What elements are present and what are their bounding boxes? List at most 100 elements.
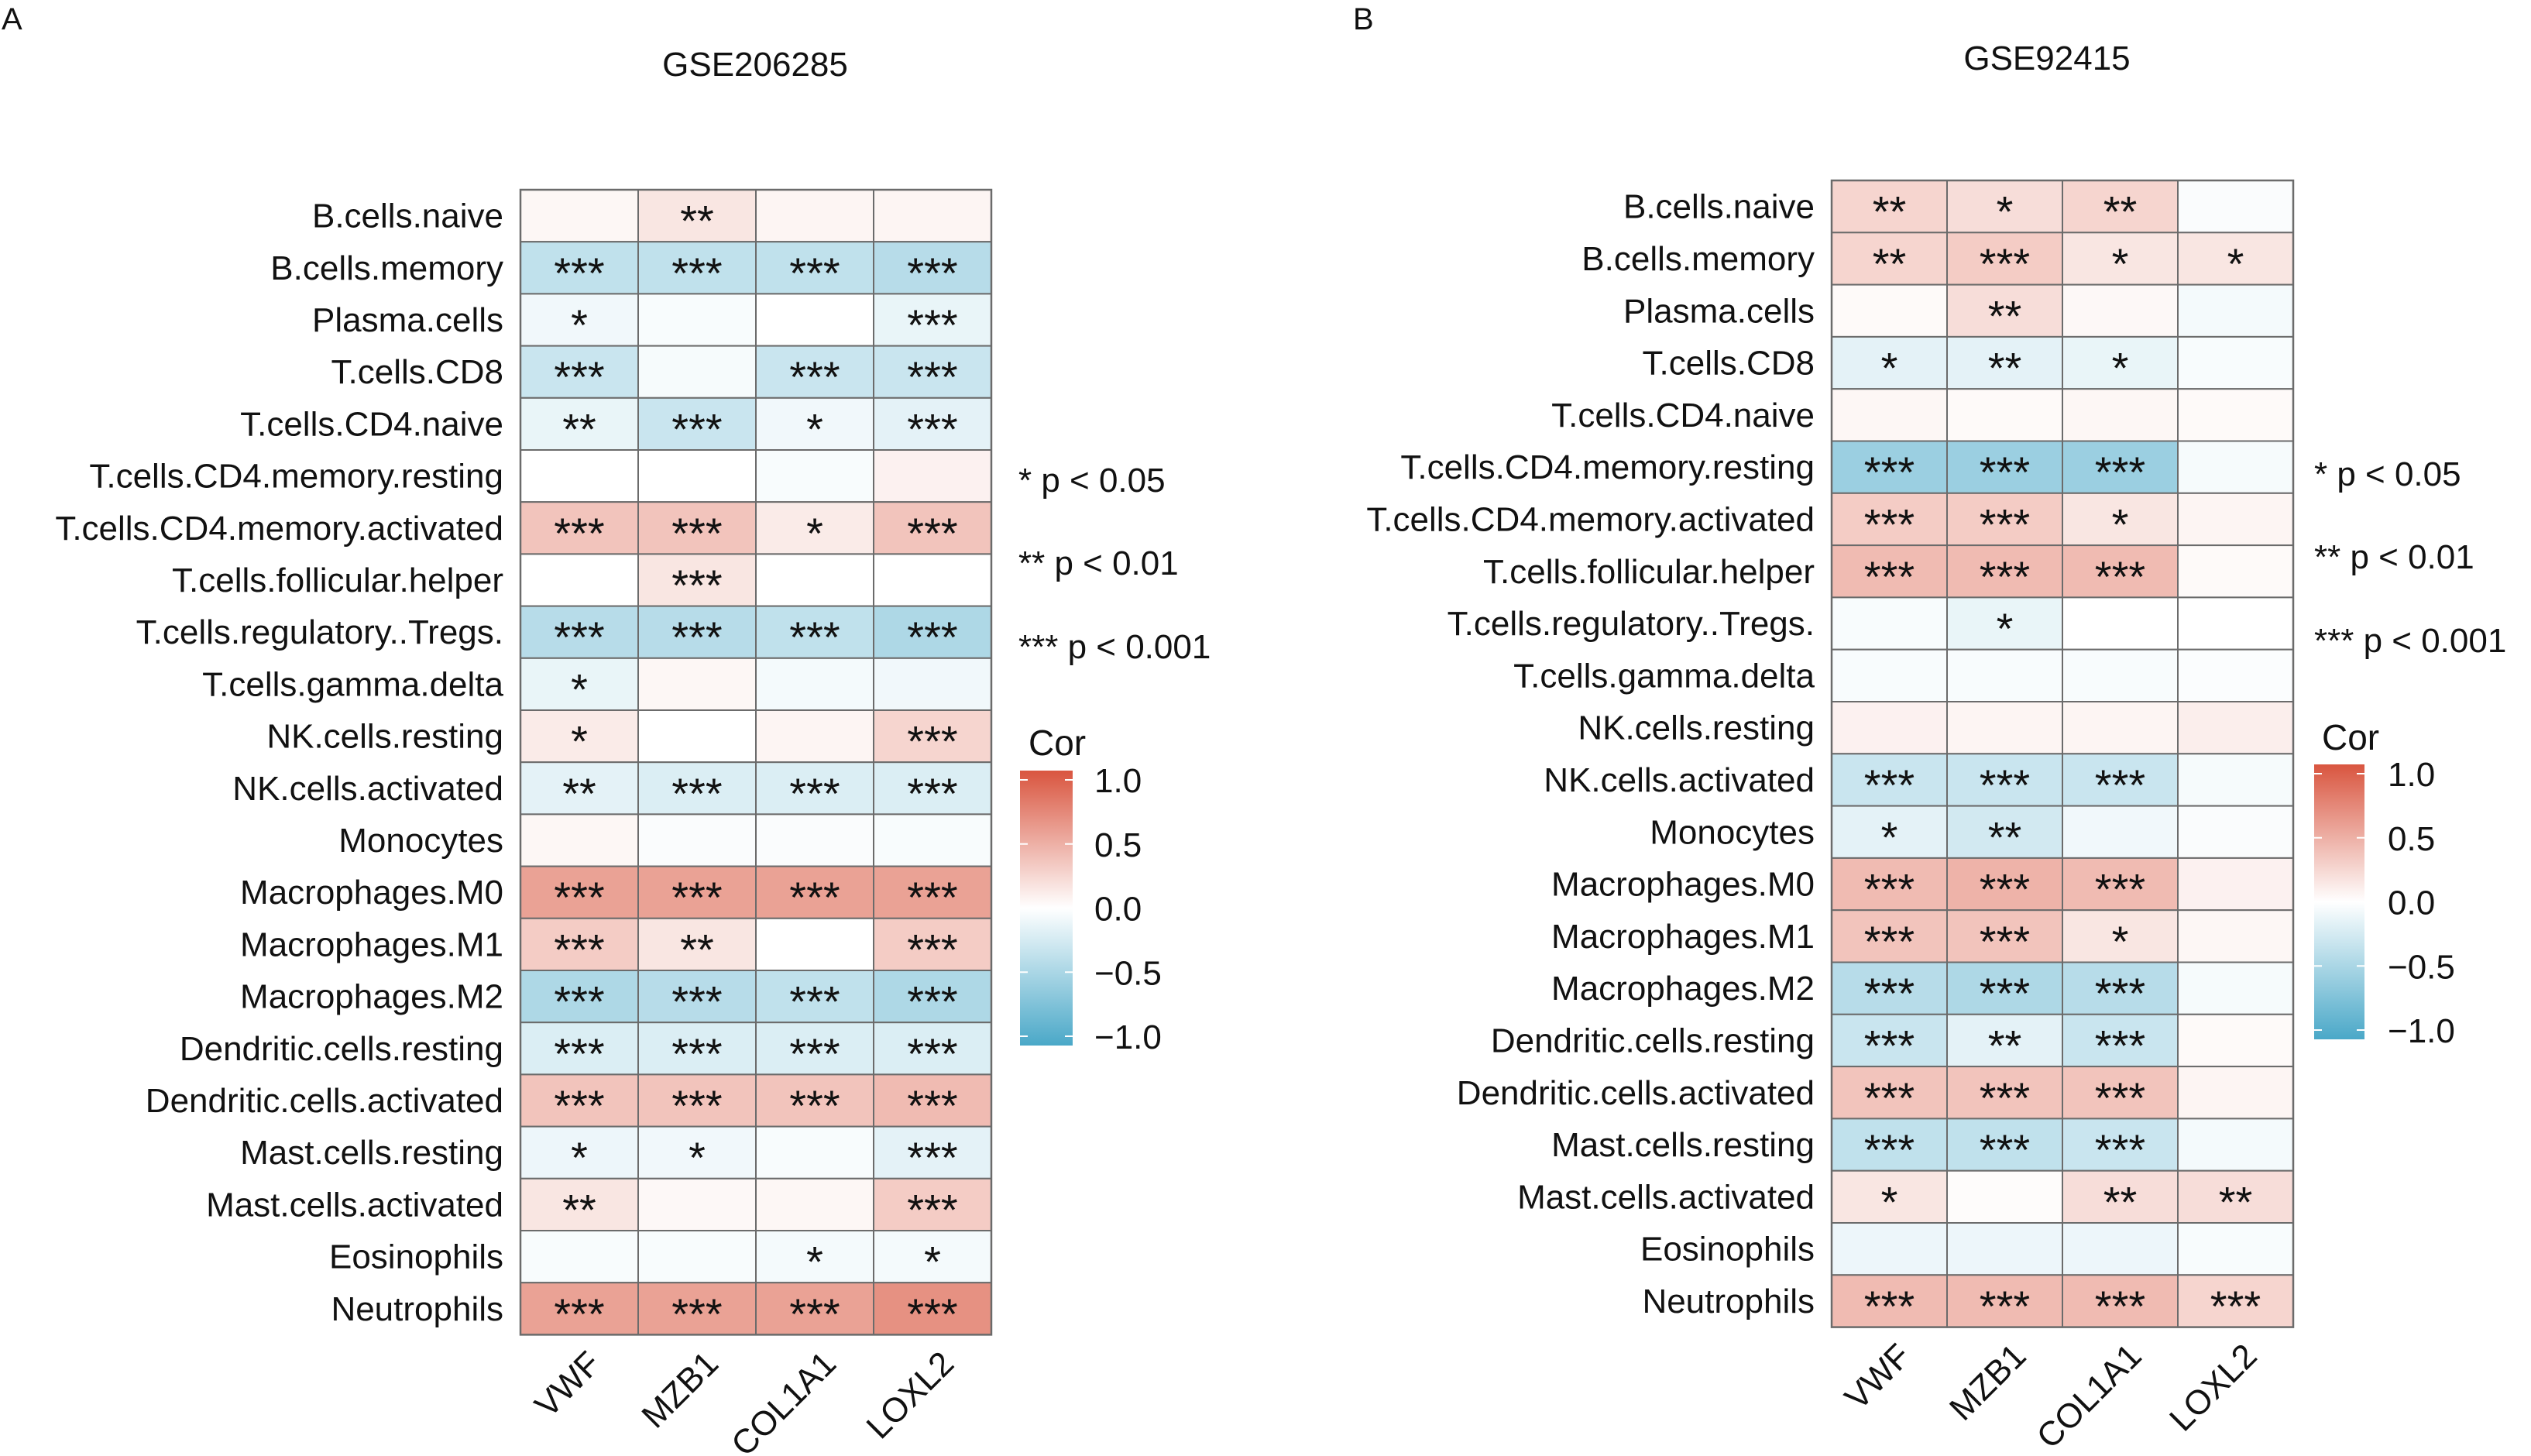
significance-mark: *** xyxy=(554,352,604,401)
row-label: Macrophages.M2 xyxy=(1551,970,1815,1008)
column-label: COL1A1 xyxy=(724,1344,843,1456)
heatmap-cell xyxy=(755,970,874,1024)
significance-mark: *** xyxy=(2210,1282,2261,1331)
heatmap-cell xyxy=(637,970,757,1024)
significance-mark: ** xyxy=(562,1185,596,1234)
heatmap-cell xyxy=(637,553,757,607)
significance-mark: *** xyxy=(2095,552,2145,601)
significance-mark: *** xyxy=(2095,1282,2145,1331)
significance-mark: *** xyxy=(554,1081,604,1130)
heatmap-cell xyxy=(2062,805,2179,859)
significance-mark: *** xyxy=(2095,1073,2145,1122)
heatmap-cell xyxy=(2177,492,2294,547)
heatmap-cell xyxy=(2062,180,2179,234)
heatmap-cell xyxy=(637,605,757,659)
significance-mark: *** xyxy=(554,1289,604,1338)
significance-mark: *** xyxy=(789,1029,840,1078)
row-label: Mast.cells.activated xyxy=(1517,1178,1815,1216)
significance-mark: *** xyxy=(907,769,957,818)
row-label: Neutrophils xyxy=(1642,1283,1815,1320)
heatmap-cell xyxy=(2062,1222,2179,1276)
heatmap-cell xyxy=(520,553,639,607)
heatmap-cell xyxy=(2177,805,2294,859)
heatmap-cell xyxy=(2177,283,2294,338)
heatmap-cell xyxy=(2177,961,2294,1015)
significance-mark: * xyxy=(806,509,823,558)
row-label: Plasma.cells xyxy=(1623,292,1815,330)
heatmap-border xyxy=(1830,179,2295,1328)
heatmap-cell xyxy=(2062,701,2179,755)
significance-mark: * xyxy=(924,1238,941,1286)
significance-mark: *** xyxy=(907,249,957,297)
significance-mark: *** xyxy=(907,613,957,661)
significance-mark: *** xyxy=(554,925,604,974)
heatmap-cell xyxy=(755,1230,874,1284)
significance-mark: * xyxy=(1997,604,2014,653)
heatmap-cell xyxy=(1831,180,1948,234)
row-label: T.cells.CD4.naive xyxy=(240,405,503,443)
column-label: VWF xyxy=(1838,1337,1918,1417)
row-label: Macrophages.M1 xyxy=(1551,918,1815,956)
heatmap-cell xyxy=(1946,1066,2063,1120)
heatmap-cell xyxy=(1831,1222,1948,1276)
heatmap-cell xyxy=(637,241,757,295)
significance-mark: * xyxy=(571,1133,588,1182)
heatmap-cell xyxy=(1831,961,1948,1015)
heatmap-cell xyxy=(1946,335,2063,390)
heatmap-cell xyxy=(755,1073,874,1128)
colorbar-title: Cor xyxy=(2322,717,2379,757)
significance-mark: *** xyxy=(1980,239,2030,288)
heatmap-cell xyxy=(2062,909,2179,963)
row-label: B.cells.memory xyxy=(1581,240,1815,278)
significance-mark: *** xyxy=(789,613,840,661)
column-label: MZB1 xyxy=(1942,1337,2034,1428)
heatmap-cell xyxy=(755,553,874,607)
heatmap-cell xyxy=(755,293,874,347)
heatmap-cell xyxy=(2062,492,2179,547)
row-label: Dendritic.cells.activated xyxy=(1457,1074,1815,1112)
significance-mark: *** xyxy=(907,1185,957,1234)
heatmap-cell xyxy=(755,1282,874,1336)
heatmap-cell xyxy=(1946,440,2063,494)
significance-mark: *** xyxy=(907,1133,957,1182)
heatmap-cell xyxy=(2177,753,2294,807)
row-label: Dendritic.cells.resting xyxy=(180,1030,503,1068)
heatmap-cell xyxy=(1946,1222,2063,1276)
heatmap-cell xyxy=(1831,596,1948,651)
heatmap-cell xyxy=(1831,544,1948,599)
row-label: Monocytes xyxy=(338,822,503,860)
significance-mark: ** xyxy=(2103,187,2138,236)
significance-mark: *** xyxy=(907,509,957,558)
significance-mark: *** xyxy=(554,977,604,1026)
heatmap-cell xyxy=(637,449,757,503)
heatmap-cell xyxy=(637,189,757,243)
row-label: T.cells.CD4.memory.activated xyxy=(1366,500,1815,538)
significance-legend-line: ** p < 0.01 xyxy=(2314,538,2474,576)
heatmap-cell xyxy=(637,917,757,972)
colorbar-tick-label: 1.0 xyxy=(2388,756,2435,794)
heatmap-cell xyxy=(873,1022,992,1076)
heatmap-cell xyxy=(873,553,992,607)
significance-mark: *** xyxy=(907,1081,957,1130)
significance-mark: *** xyxy=(2095,969,2145,1018)
heatmap-cell xyxy=(873,813,992,867)
heatmap-cell xyxy=(637,345,757,399)
significance-mark: * xyxy=(806,404,823,453)
heatmap-cell xyxy=(2177,648,2294,703)
row-label: Dendritic.cells.resting xyxy=(1491,1022,1815,1059)
heatmap-cell xyxy=(520,1022,639,1076)
significance-legend-line: ** p < 0.01 xyxy=(1018,544,1179,582)
heatmap-cell xyxy=(1831,388,1948,442)
significance-mark: *** xyxy=(671,873,722,922)
chart-title: GSE92415 xyxy=(1963,39,2130,77)
row-label: Plasma.cells xyxy=(312,301,503,339)
significance-mark: *** xyxy=(789,873,840,922)
heatmap-cell xyxy=(873,449,992,503)
significance-mark: *** xyxy=(1980,448,2030,496)
heatmap-cell xyxy=(1831,335,1948,390)
heatmap-cell xyxy=(873,1177,992,1232)
heatmap-cell xyxy=(637,397,757,451)
heatmap-cell xyxy=(1946,1118,2063,1172)
significance-mark: *** xyxy=(907,300,957,349)
